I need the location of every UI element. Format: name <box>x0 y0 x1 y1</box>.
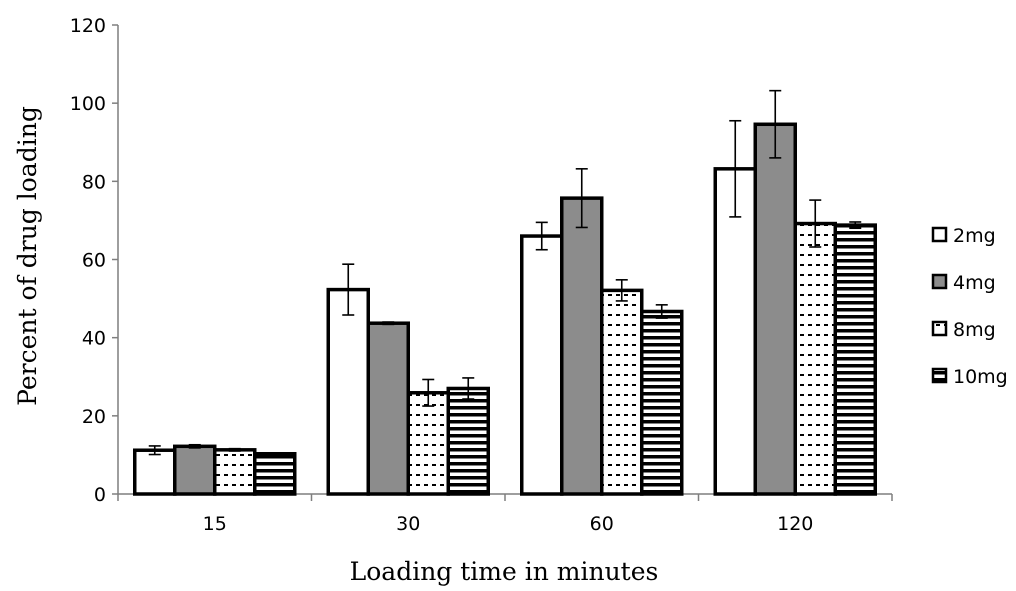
error-bar-10mg-15 <box>268 452 281 456</box>
error-bar-8mg-15 <box>228 447 241 452</box>
legend-swatch <box>931 226 948 243</box>
bar-10mg-30 <box>446 386 490 496</box>
bar-8mg-120 <box>793 221 837 496</box>
x-axis-title: Loading time in minutes <box>350 557 659 586</box>
legend-item-2mg: 2mg <box>931 225 996 247</box>
error-bar-8mg-120 <box>809 199 822 248</box>
x-tick-label: 60 <box>590 513 614 535</box>
legend-item-10mg: 10mg <box>931 366 1008 388</box>
bar-4mg-30 <box>366 321 410 496</box>
bar-10mg-120 <box>833 223 877 496</box>
bar-4mg-120 <box>753 122 797 496</box>
y-tick-label: 0 <box>94 484 106 506</box>
error-bar-2mg-60 <box>535 221 548 251</box>
x-tick-label: 30 <box>396 513 420 535</box>
error-bar-8mg-30 <box>422 378 435 407</box>
legend-swatch <box>931 273 948 290</box>
legend-item-8mg: 8mg <box>931 319 996 341</box>
bar-8mg-60 <box>600 288 644 496</box>
bar-2mg-60 <box>520 234 564 496</box>
error-bar-2mg-15 <box>148 445 161 456</box>
error-bar-4mg-60 <box>575 168 588 229</box>
bar-8mg-30 <box>406 391 450 496</box>
legend-label: 4mg <box>953 272 996 294</box>
y-tick-label: 60 <box>82 250 106 272</box>
y-tick-label: 100 <box>70 93 106 115</box>
y-tick-label: 120 <box>70 15 106 37</box>
legend-item-4mg: 4mg <box>931 272 996 294</box>
bar-2mg-15 <box>133 448 177 496</box>
bar-2mg-30 <box>326 287 370 496</box>
error-bar-4mg-15 <box>188 443 201 449</box>
y-axis-title: Percent of drug loading <box>13 106 42 406</box>
legend-label: 10mg <box>953 366 1008 388</box>
error-bar-10mg-30 <box>462 377 475 400</box>
error-bar-10mg-120 <box>849 221 862 230</box>
y-tick-label: 80 <box>82 171 106 193</box>
error-bar-4mg-120 <box>769 89 782 159</box>
bar-4mg-60 <box>560 196 604 496</box>
legend-swatch <box>931 320 948 337</box>
bar-4mg-15 <box>173 444 217 496</box>
error-bar-4mg-30 <box>382 321 395 326</box>
legend-swatch <box>931 367 948 384</box>
error-bar-10mg-60 <box>655 304 668 319</box>
error-bar-8mg-60 <box>615 279 628 302</box>
x-tick-label: 15 <box>203 513 227 535</box>
y-tick-label: 40 <box>82 328 106 350</box>
x-tick-label: 120 <box>777 513 813 535</box>
legend-label: 2mg <box>953 225 996 247</box>
legend-label: 8mg <box>953 319 996 341</box>
bar-10mg-60 <box>640 309 684 496</box>
y-tick-label: 20 <box>82 406 106 428</box>
error-bar-2mg-30 <box>342 263 355 316</box>
bar-10mg-15 <box>253 451 297 496</box>
bar-8mg-15 <box>213 448 257 496</box>
error-bar-2mg-120 <box>729 119 742 218</box>
